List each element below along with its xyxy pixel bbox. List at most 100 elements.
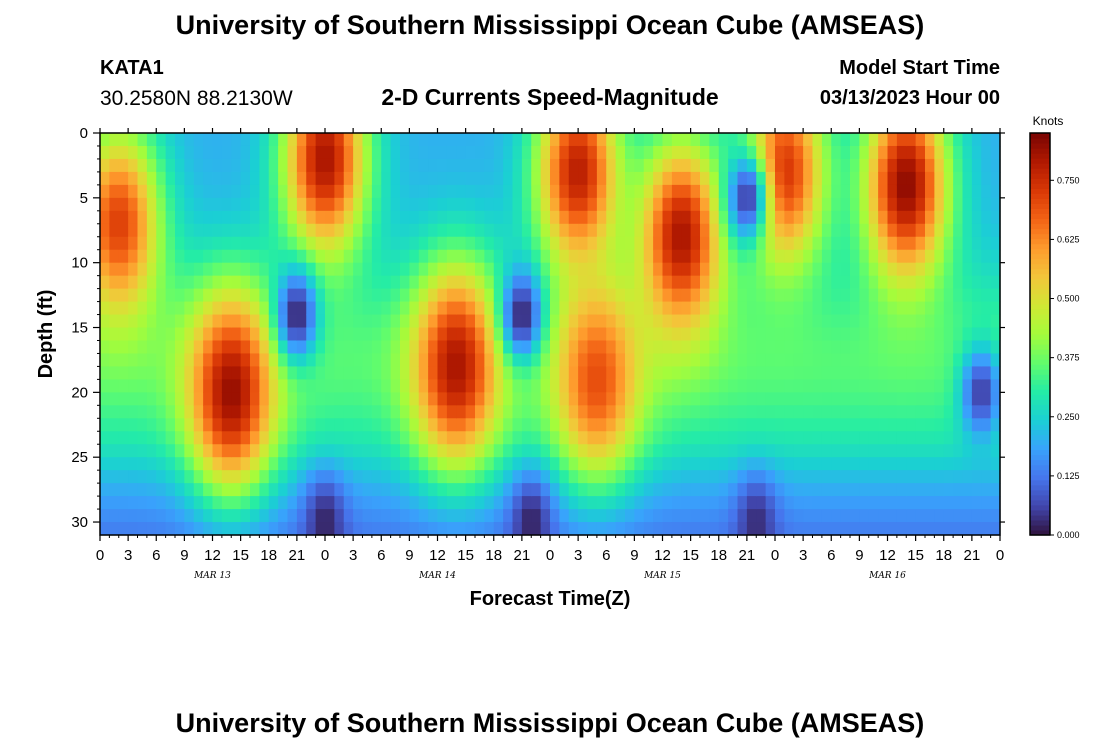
heatmap-cell <box>456 340 467 355</box>
heatmap-cell <box>596 509 607 523</box>
heatmap-cell <box>100 340 110 355</box>
heatmap-cell <box>156 275 167 290</box>
heatmap-cell <box>362 496 373 510</box>
heatmap-cell <box>278 171 289 186</box>
heatmap-cell <box>268 275 279 290</box>
heatmap-cell <box>503 223 514 238</box>
heatmap-cell <box>428 171 439 186</box>
heatmap-cell <box>765 171 776 186</box>
colorbar-tick-label: 0.000 <box>1057 530 1080 540</box>
heatmap-cell <box>428 366 439 380</box>
heatmap-cell <box>953 457 964 471</box>
heatmap-cell <box>540 392 551 406</box>
heatmap-cell <box>596 457 607 471</box>
heatmap-cell <box>925 301 935 316</box>
heatmap-cell <box>662 236 673 251</box>
heatmap-cell <box>278 249 289 264</box>
heatmap-cell <box>953 405 964 419</box>
heatmap-cell <box>821 509 832 523</box>
heatmap-cell <box>906 431 917 445</box>
heatmap-cell <box>840 197 851 212</box>
heatmap-cell <box>971 262 982 277</box>
heatmap-cell <box>540 158 551 173</box>
heatmap-cell <box>700 236 710 251</box>
heatmap-cell <box>690 522 701 536</box>
heatmap-cell <box>784 275 795 290</box>
heatmap-cell <box>643 158 654 173</box>
heatmap-cell <box>418 301 429 316</box>
heatmap-cell <box>878 483 889 497</box>
heatmap-cell <box>315 470 326 484</box>
heatmap-cell <box>521 210 532 225</box>
heatmap-cell <box>231 392 242 406</box>
heatmap-cell <box>793 366 804 380</box>
heatmap-cell <box>953 210 964 225</box>
heatmap-cell <box>362 327 373 342</box>
heatmap-cell <box>962 509 973 523</box>
heatmap-cell <box>906 171 917 186</box>
heatmap-cell <box>700 223 710 238</box>
heatmap-cell <box>418 522 429 536</box>
heatmap-cell <box>334 288 345 303</box>
colorbar-segment <box>1030 434 1050 441</box>
heatmap-cell <box>100 405 110 419</box>
heatmap-cell <box>550 366 560 380</box>
heatmap-cell <box>943 483 954 497</box>
heatmap-cell <box>203 457 214 471</box>
heatmap-cell <box>625 301 635 316</box>
heatmap-cell <box>718 275 729 290</box>
heatmap-cell <box>559 223 570 238</box>
heatmap-cell <box>137 197 148 212</box>
heatmap-cell <box>118 509 129 523</box>
heatmap-cell <box>568 262 579 277</box>
heatmap-cell <box>709 301 720 316</box>
heatmap-cell <box>840 327 851 342</box>
x-tick-label: 12 <box>204 547 221 564</box>
heatmap-cell <box>578 210 589 225</box>
heatmap-cell <box>737 184 748 199</box>
heatmap-cell <box>362 392 373 406</box>
heatmap-cell <box>203 184 214 199</box>
heatmap-cell <box>540 236 551 251</box>
heatmap-cell <box>653 236 664 251</box>
heatmap-cell <box>512 405 523 419</box>
heatmap-cell <box>428 431 439 445</box>
heatmap-cell <box>775 223 785 238</box>
heatmap-cell <box>615 301 626 316</box>
heatmap-cell <box>568 509 579 523</box>
heatmap-cell <box>100 327 110 342</box>
heatmap-cell <box>531 158 542 173</box>
heatmap-cell <box>784 392 795 406</box>
heatmap-cell <box>737 197 748 212</box>
heatmap-cell <box>896 522 907 536</box>
heatmap-cell <box>634 314 645 329</box>
heatmap-cell <box>850 392 860 406</box>
heatmap-cell <box>268 314 279 329</box>
heatmap-cell <box>915 223 926 238</box>
heatmap-cell <box>709 353 720 368</box>
heatmap-cell <box>278 522 289 536</box>
heatmap-cell <box>953 340 964 355</box>
heatmap-cell <box>306 431 317 445</box>
heatmap-cell <box>184 145 195 160</box>
heatmap-cell <box>184 483 195 497</box>
heatmap-cell <box>737 223 748 238</box>
heatmap-cell <box>456 444 467 458</box>
heatmap-cell <box>737 133 748 147</box>
heatmap-cell <box>325 379 335 393</box>
heatmap-cell <box>915 509 926 523</box>
heatmap-cell <box>718 223 729 238</box>
heatmap-cell <box>690 340 701 355</box>
heatmap-cell <box>531 171 542 186</box>
heatmap-cell <box>353 522 364 536</box>
heatmap-cell <box>718 262 729 277</box>
heatmap-cell <box>146 522 157 536</box>
heatmap-cell <box>962 262 973 277</box>
heatmap-cell <box>118 314 129 329</box>
heatmap-cell <box>746 418 757 432</box>
heatmap-cell <box>962 133 973 147</box>
heatmap-cell <box>456 288 467 303</box>
heatmap-cell <box>850 509 860 523</box>
heatmap-cell <box>353 223 364 238</box>
